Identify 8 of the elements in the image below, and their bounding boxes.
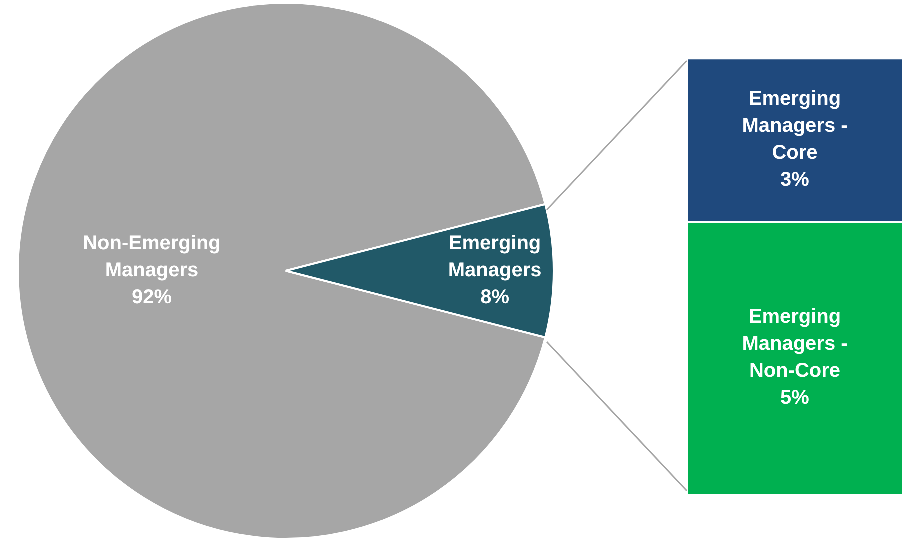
slice-label: Emerging Managers	[448, 232, 542, 282]
slice-label: Non-Emerging Managers	[83, 232, 221, 282]
data-label: 92%	[132, 286, 172, 309]
data-label: 3%	[780, 168, 810, 191]
data-label: 8%	[480, 286, 510, 309]
series-label: Emerging Managers - Core	[742, 88, 848, 164]
series-label: Emerging Managers - Non-Core	[742, 306, 848, 382]
data-label: 5%	[780, 386, 810, 409]
